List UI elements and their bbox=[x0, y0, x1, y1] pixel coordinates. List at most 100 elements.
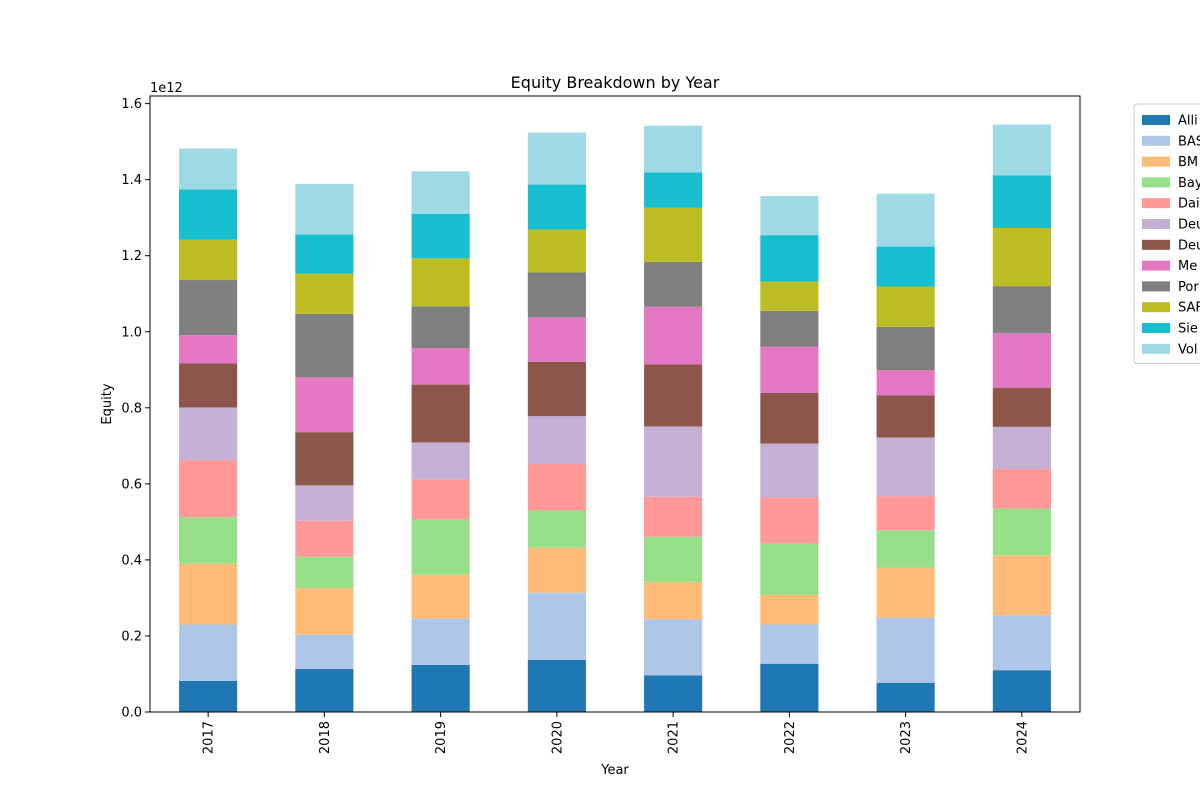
bar-2022-series-10 bbox=[760, 235, 819, 282]
bar-2021-series-2 bbox=[644, 581, 703, 620]
x-tick-label: 2017 bbox=[202, 721, 217, 754]
bar-2023-series-9 bbox=[876, 286, 935, 327]
bar-2019-series-1 bbox=[411, 618, 470, 665]
bar-2018-series-5 bbox=[295, 485, 354, 521]
legend-swatch-6 bbox=[1142, 239, 1170, 250]
bar-2021-series-11 bbox=[644, 125, 703, 173]
bar-2022-series-3 bbox=[760, 543, 819, 595]
bar-2017-series-5 bbox=[179, 407, 238, 461]
bar-2022-series-0 bbox=[760, 663, 819, 712]
bar-2022-series-7 bbox=[760, 346, 819, 393]
bar-2022-series-2 bbox=[760, 594, 819, 625]
bar-2023-series-1 bbox=[876, 617, 935, 683]
bar-2020-series-10 bbox=[527, 184, 586, 230]
bar-2020-series-9 bbox=[527, 229, 586, 273]
legend-swatch-5 bbox=[1142, 219, 1170, 229]
bar-2017-series-4 bbox=[179, 460, 238, 518]
legend-swatch-0 bbox=[1142, 115, 1170, 125]
bar-2018-series-1 bbox=[295, 634, 354, 670]
legend-label-9: SAF bbox=[1178, 301, 1200, 316]
bar-2017-series-6 bbox=[179, 363, 238, 408]
bar-2023-series-10 bbox=[876, 246, 935, 287]
bar-2018-series-2 bbox=[295, 588, 354, 635]
bar-2020-series-1 bbox=[527, 592, 586, 660]
legend-label-2: BM bbox=[1178, 155, 1198, 170]
bar-2023-series-11 bbox=[876, 193, 935, 247]
legend-box bbox=[1133, 103, 1200, 365]
bar-2017-series-1 bbox=[179, 624, 238, 681]
bar-2018-series-11 bbox=[295, 183, 354, 235]
legend-swatch-8 bbox=[1142, 281, 1170, 292]
bar-2022-series-1 bbox=[760, 624, 819, 664]
legend-label-6: Deu bbox=[1178, 238, 1200, 253]
bar-2018-series-0 bbox=[295, 669, 354, 712]
y-tick-label: 0.2 bbox=[121, 629, 142, 644]
bar-2019-series-2 bbox=[411, 574, 470, 619]
legend-label-1: BAS bbox=[1178, 134, 1200, 149]
y-tick-label: 0.6 bbox=[121, 477, 142, 492]
bar-2020-series-2 bbox=[527, 547, 586, 593]
x-axis: 2017 2018 2019 2020 2021 2022 2023 2024 bbox=[202, 712, 1030, 754]
bar-2024-series-5 bbox=[992, 426, 1051, 470]
bar-2017-series-8 bbox=[179, 280, 238, 336]
chart-title: Equity Breakdown by Year bbox=[511, 73, 720, 92]
bar-2018-series-8 bbox=[295, 313, 354, 378]
x-tick-label: 2022 bbox=[783, 721, 798, 754]
y-tick-label: 1.4 bbox=[121, 173, 142, 188]
bar-2017-series-2 bbox=[179, 563, 238, 625]
y-tick-label: 0.4 bbox=[121, 553, 142, 568]
bar-2024-series-10 bbox=[992, 175, 1051, 228]
bar-2017-series-10 bbox=[179, 189, 238, 240]
bar-2022-series-11 bbox=[760, 196, 819, 236]
bar-2020-series-7 bbox=[527, 317, 586, 362]
legend-swatch-10 bbox=[1142, 323, 1170, 333]
bar-2021-series-1 bbox=[644, 619, 703, 676]
bar-2017-series-0 bbox=[179, 680, 238, 712]
bar-2023-series-8 bbox=[876, 326, 935, 371]
bar-2021-series-6 bbox=[644, 364, 703, 427]
y-tick-label: 0.0 bbox=[121, 706, 142, 721]
legend-swatch-4 bbox=[1142, 198, 1170, 209]
bar-2023-series-6 bbox=[876, 395, 935, 438]
bar-2024-series-11 bbox=[992, 124, 1051, 176]
bar-2017-series-9 bbox=[179, 239, 238, 281]
x-tick-label: 2018 bbox=[318, 721, 333, 754]
bar-2021-series-5 bbox=[644, 426, 703, 497]
bar-2024-series-9 bbox=[992, 227, 1051, 287]
bar-2017-series-11 bbox=[179, 148, 238, 190]
y-axis-label: Equity bbox=[100, 383, 115, 424]
legend-swatch-3 bbox=[1142, 177, 1170, 188]
bar-2021-series-4 bbox=[644, 496, 703, 537]
legend-label-11: Vol bbox=[1178, 342, 1197, 357]
bar-2018-series-10 bbox=[295, 234, 354, 274]
bar-2024-series-3 bbox=[992, 508, 1051, 556]
bar-2024-series-8 bbox=[992, 286, 1051, 334]
bar-2023-series-7 bbox=[876, 370, 935, 396]
bar-2023-series-3 bbox=[876, 530, 935, 568]
bar-2018-series-6 bbox=[295, 432, 354, 486]
legend-swatch-9 bbox=[1142, 302, 1170, 313]
y-axis: 0.0 0.2 0.4 0.6 0.8 1.0 1.2 1.4 1.6 bbox=[121, 97, 150, 721]
bar-2023-series-2 bbox=[876, 567, 935, 618]
bar-2020-series-4 bbox=[527, 464, 586, 511]
bar-2018-series-7 bbox=[295, 377, 354, 433]
y-tick-label: 1.6 bbox=[121, 97, 142, 112]
legend: Alli BAS BM Bay Dai Deu Deu Me Por SAF Sie Vol bbox=[1133, 103, 1200, 365]
bar-2024-series-4 bbox=[992, 469, 1051, 509]
bar-2018-series-3 bbox=[295, 556, 354, 589]
legend-swatch-2 bbox=[1142, 156, 1170, 167]
x-tick-label: 2019 bbox=[434, 721, 449, 754]
bar-2023-series-5 bbox=[876, 437, 935, 497]
bar-2022-series-4 bbox=[760, 497, 819, 544]
bar-2019-series-8 bbox=[411, 306, 470, 349]
bar-2017-series-7 bbox=[179, 335, 238, 364]
bar-2018-series-4 bbox=[295, 520, 354, 557]
plot-frame bbox=[149, 95, 1081, 713]
bar-2018-series-9 bbox=[295, 273, 354, 314]
bar-2020-series-6 bbox=[527, 361, 586, 417]
x-tick-label: 2024 bbox=[1015, 721, 1030, 754]
bar-2024-series-6 bbox=[992, 388, 1051, 427]
bar-2020-series-3 bbox=[527, 510, 586, 548]
y-axis-offset-label: 1e12 bbox=[150, 81, 183, 96]
